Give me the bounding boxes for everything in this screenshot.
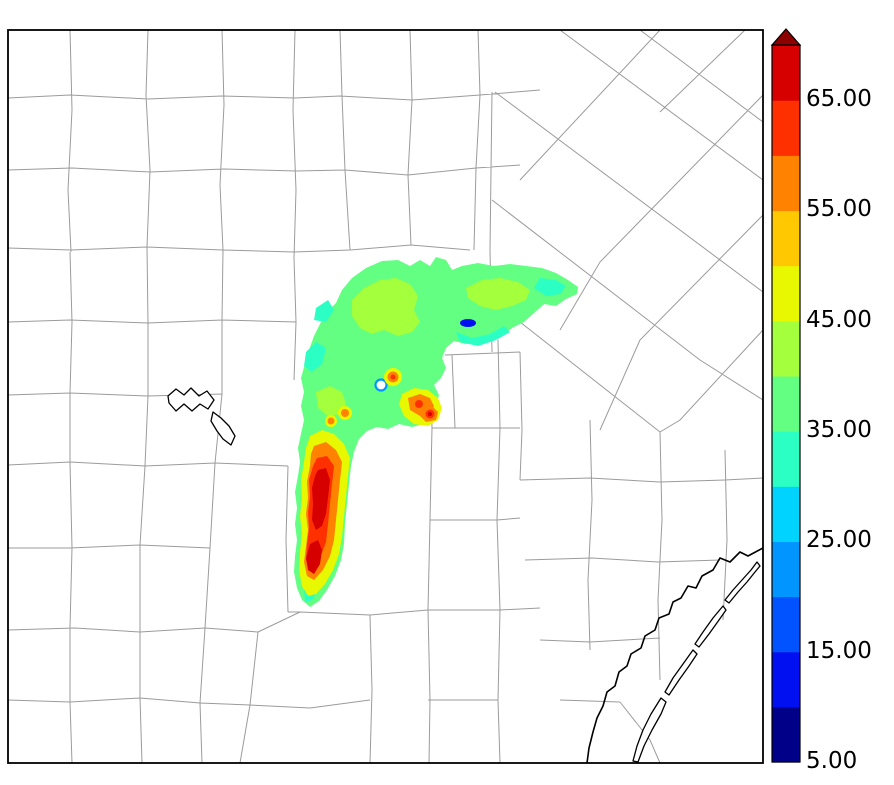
echo-aqua-patch bbox=[304, 342, 326, 372]
colorbar-tick-label: 35.00 bbox=[806, 417, 872, 443]
reservoir-west bbox=[167, 387, 215, 412]
echo-cluster-darkred-core bbox=[428, 412, 432, 416]
colorbar-tick-label: 15.00 bbox=[806, 638, 872, 664]
echo-cell-core bbox=[341, 409, 349, 417]
echo-cell-core bbox=[390, 374, 396, 380]
colorbar-tick-label: 65.00 bbox=[806, 86, 872, 112]
band-darkred-core bbox=[312, 468, 330, 530]
colorbar bbox=[770, 28, 802, 763]
colorbar-segments bbox=[772, 45, 800, 763]
colorbar-over-arrow bbox=[770, 28, 802, 46]
barrier-island bbox=[694, 605, 727, 648]
echo-yellowgreen-patch bbox=[352, 278, 420, 336]
barrier-island bbox=[664, 649, 698, 696]
echo-aqua-patch bbox=[314, 300, 334, 322]
echo-hole bbox=[374, 378, 388, 392]
echo-yellowgreen-patch bbox=[316, 386, 346, 416]
echo-cell-core bbox=[327, 417, 335, 425]
colorbar-tick-label: 25.00 bbox=[806, 527, 872, 553]
echo-yellowgreen-patch bbox=[466, 278, 530, 310]
barrier-island bbox=[724, 561, 761, 604]
coastline bbox=[586, 547, 763, 763]
lakes bbox=[167, 387, 236, 446]
barrier-island bbox=[632, 697, 667, 763]
reflectivity-field bbox=[294, 257, 578, 607]
echo-aqua-patch bbox=[456, 326, 510, 346]
colorbar-tick-label: 55.00 bbox=[806, 196, 872, 222]
echo-cluster-red-core bbox=[415, 400, 423, 408]
echo-aqua-patch bbox=[534, 278, 566, 296]
band-darkred-core bbox=[306, 540, 322, 574]
echo-outline bbox=[294, 257, 578, 607]
colorbar-tick-label: 5.00 bbox=[806, 748, 858, 774]
plot-border bbox=[7, 29, 764, 764]
colorbar-tick-label: 45.00 bbox=[806, 307, 872, 333]
county-lines bbox=[8, 30, 763, 763]
gulf-coastline bbox=[586, 547, 763, 763]
echo-blue-speck bbox=[460, 319, 476, 327]
reservoir-east bbox=[210, 411, 236, 446]
county-boundaries bbox=[8, 30, 763, 763]
